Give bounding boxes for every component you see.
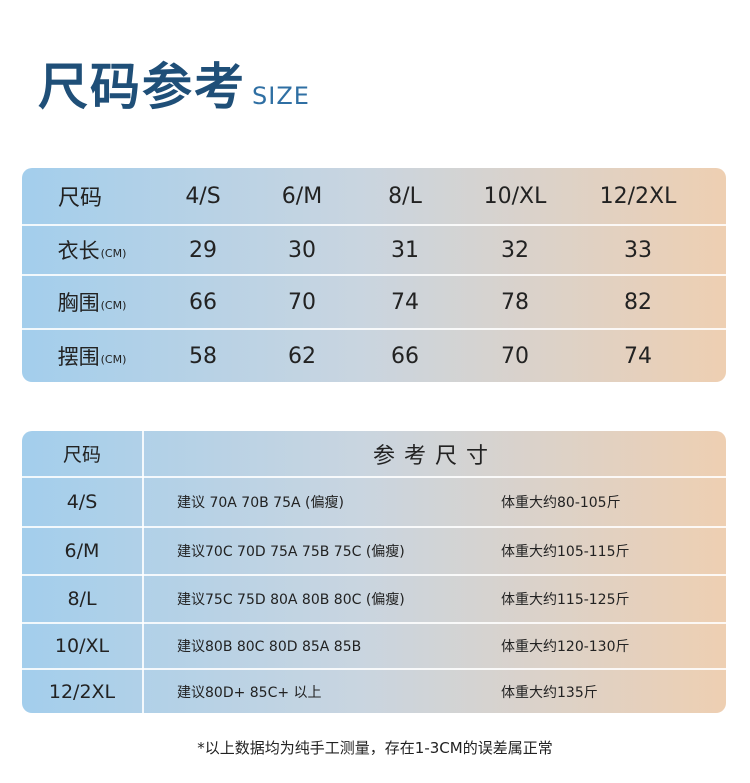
table-row: 12/2XL 建议80D+ 85C+ 以上 体重大约135斤 (22, 670, 726, 713)
title-chinese: 尺码参考 (38, 58, 246, 116)
cell-value: 78 (501, 289, 529, 315)
divider (22, 574, 726, 576)
divider (22, 476, 726, 478)
measurement-note: *以上数据均为纯手工测量，存在1-3CM的误差属正常 (197, 739, 553, 757)
row-label: 衣长 (CM) (57, 239, 127, 263)
reference-table: 尺码 参考尺寸 4/S 建议 70A 70B 75A (偏瘦) 体重大约80-1… (22, 431, 726, 713)
cell-value: 66 (391, 343, 419, 369)
row-label: 摆围 (CM) (57, 345, 127, 369)
row-suggestion: 建议80B 80C 80D 85A 85B (177, 639, 362, 655)
row-size: 6/M (64, 540, 100, 562)
row-label: 胸围 (CM) (57, 291, 127, 315)
header-size: 尺码 (62, 444, 101, 466)
header-size-8l: 8/L (388, 183, 422, 209)
size-table: 尺码 4/S 6/M 8/L 10/XL 12/2XL 衣长 (CM) 29 30… (22, 168, 726, 382)
row-size: 10/XL (54, 635, 110, 657)
cell-value: 74 (624, 343, 652, 369)
table-row: 4/S 建议 70A 70B 75A (偏瘦) 体重大约80-105斤 (22, 478, 726, 526)
row-size: 8/L (67, 588, 97, 610)
divider (22, 668, 726, 670)
title-english: SIZE (252, 82, 310, 110)
divider (22, 526, 726, 528)
table-row: 胸围 (CM) 66 70 74 78 82 (22, 276, 726, 328)
cell-value: 32 (501, 237, 529, 263)
size-table-header-row: 尺码 4/S 6/M 8/L 10/XL 12/2XL (22, 168, 726, 224)
divider (22, 622, 726, 624)
divider (22, 274, 726, 276)
header-size-6m: 6/M (281, 183, 323, 209)
divider (22, 224, 726, 226)
row-weight: 体重大约80-105斤 (501, 495, 621, 511)
row-weight: 体重大约115-125斤 (501, 592, 630, 608)
row-size: 4/S (66, 491, 98, 513)
table-row: 8/L 建议75C 75D 80A 80B 80C (偏瘦) 体重大约115-1… (22, 576, 726, 622)
cell-value: 70 (288, 289, 316, 315)
reference-header-row: 尺码 参考尺寸 (22, 431, 726, 476)
page-title: 尺码参考 SIZE (38, 62, 310, 112)
header-reference: 参考尺寸 (372, 443, 497, 469)
cell-value: 58 (189, 343, 217, 369)
table-row: 摆围 (CM) 58 62 66 70 74 (22, 330, 726, 382)
row-size: 12/2XL (48, 680, 116, 703)
cell-value: 82 (624, 289, 652, 315)
table-row: 衣长 (CM) 29 30 31 32 33 (22, 226, 726, 274)
cell-value: 30 (288, 237, 316, 263)
row-weight: 体重大约135斤 (501, 684, 598, 701)
cell-value: 29 (189, 237, 217, 263)
header-size-12-2xl: 12/2XL (599, 183, 677, 209)
table-row: 6/M 建议70C 70D 75A 75B 75C (偏瘦) 体重大约105-1… (22, 528, 726, 574)
header-size-4s: 4/S (185, 183, 221, 209)
cell-value: 74 (391, 289, 419, 315)
row-weight: 体重大约120-130斤 (501, 639, 630, 655)
row-suggestion: 建议70C 70D 75A 75B 75C (偏瘦) (177, 544, 405, 560)
divider (22, 328, 726, 330)
cell-value: 62 (288, 343, 316, 369)
row-suggestion: 建议80D+ 85C+ 以上 (177, 684, 322, 701)
header-size-10xl: 10/XL (483, 183, 547, 209)
row-suggestion: 建议75C 75D 80A 80B 80C (偏瘦) (177, 592, 405, 608)
cell-value: 31 (391, 237, 419, 263)
table-row: 10/XL 建议80B 80C 80D 85A 85B 体重大约120-130斤 (22, 624, 726, 668)
cell-value: 33 (624, 237, 652, 263)
row-suggestion: 建议 70A 70B 75A (偏瘦) (177, 495, 344, 511)
cell-value: 70 (501, 343, 529, 369)
cell-value: 66 (189, 289, 217, 315)
header-size-label: 尺码 (57, 186, 103, 211)
row-weight: 体重大约105-115斤 (501, 544, 630, 560)
column-divider (142, 431, 144, 713)
